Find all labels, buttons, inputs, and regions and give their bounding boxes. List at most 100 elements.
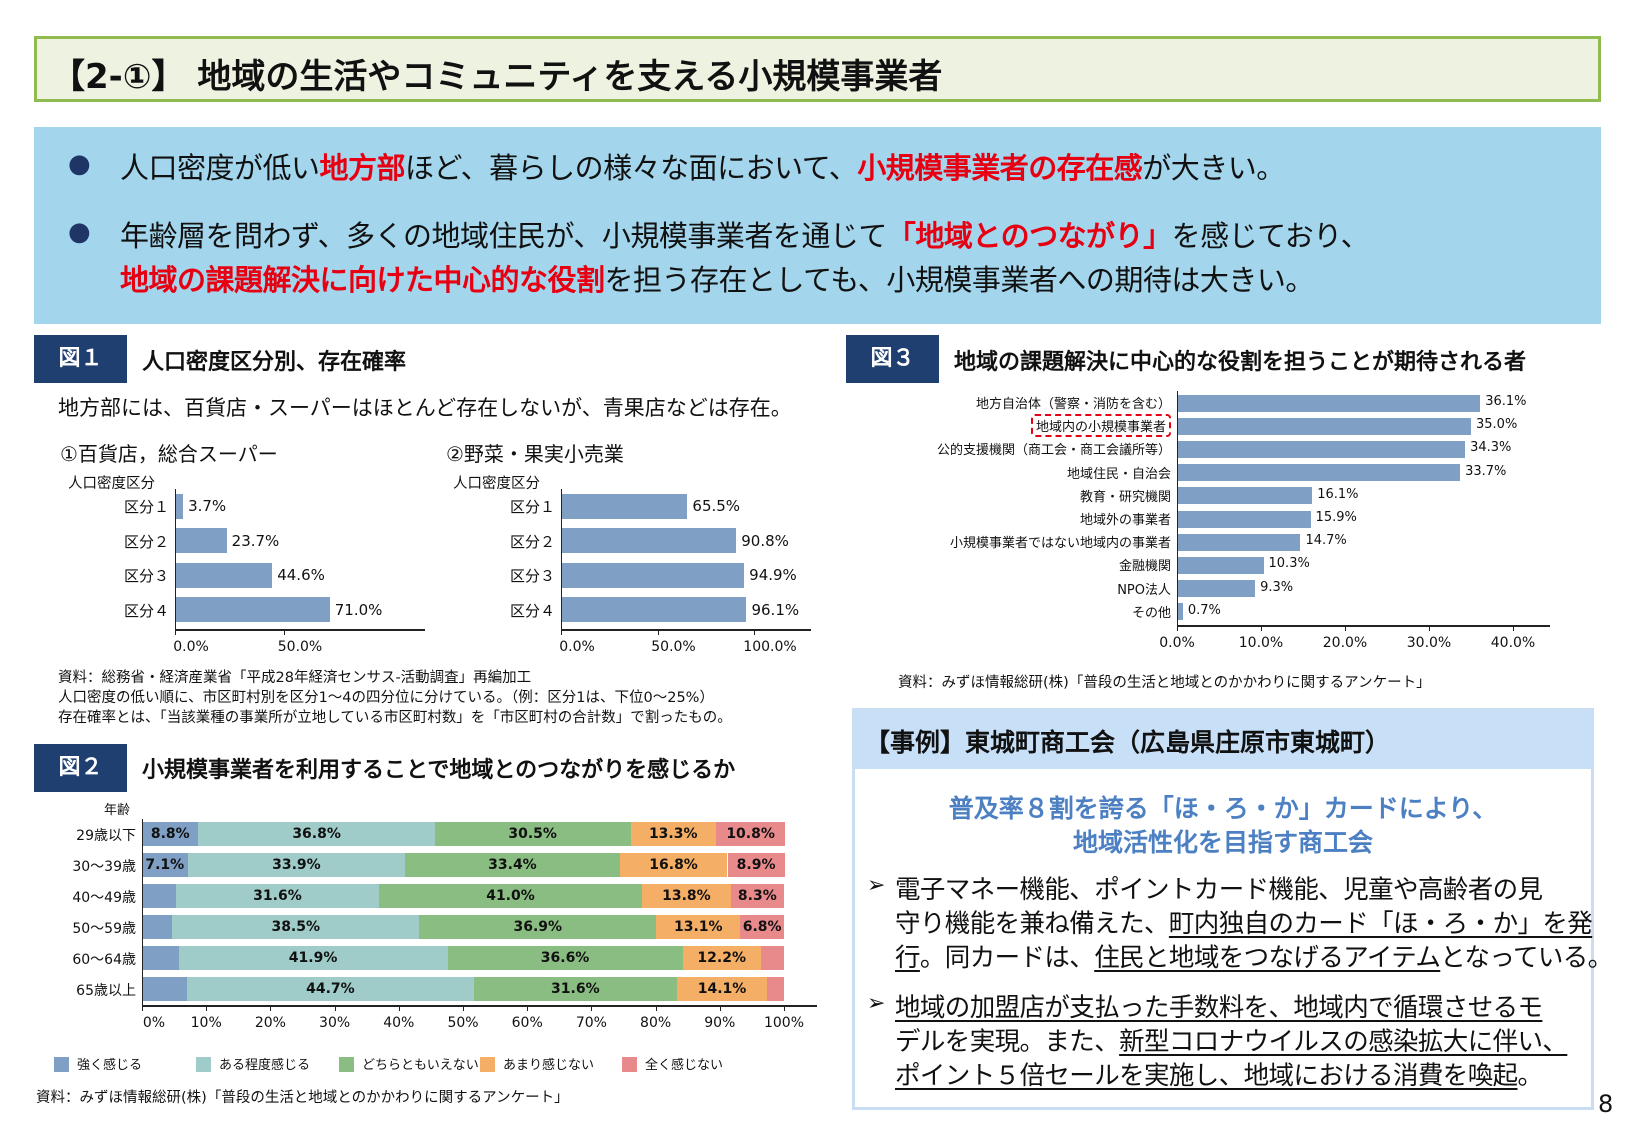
x-tick-label: 0.0% [559, 638, 595, 655]
legend-label: どちらともいえない [362, 1058, 479, 1073]
fig3-label: 図３ [846, 335, 939, 383]
bar-segment [142, 915, 173, 939]
category-label: 公的支援機関（商工会・商工会議所等） [936, 443, 1171, 459]
tick-mark [754, 628, 755, 635]
x-tick-label: 0.0% [1159, 635, 1195, 652]
bar-segment: 36.6% [447, 946, 683, 970]
x-tick-label: 10% [190, 1014, 222, 1031]
legend-swatch [339, 1057, 354, 1072]
bar-segment [142, 884, 177, 908]
x-tick-label: 80% [640, 1014, 672, 1031]
tick-mark [527, 1004, 529, 1011]
legend-swatch [54, 1057, 69, 1072]
category-label: 区分４ [123, 601, 169, 620]
category-label: 区分２ [123, 532, 169, 551]
legend-swatch [480, 1057, 495, 1072]
value-label: 96.1% [751, 600, 800, 619]
bar [1177, 487, 1313, 505]
text-segment: を感じており、 [1171, 219, 1370, 253]
tick-mark [719, 1004, 721, 1011]
text-segment: 。同カードは、 [919, 943, 1095, 973]
tick-mark [1513, 625, 1514, 632]
highlighted-category-label: 地域内の小規模事業者 [1030, 414, 1171, 438]
underlined-text: 住民と地域をつなげるアイテム [1094, 943, 1441, 973]
y-axis-line [1177, 391, 1178, 626]
category-label: 30～39歳 [72, 859, 136, 875]
fig1-note: 存在確率とは、「当該業種の事業所が立地している市区町村数」を「市区町村の合計数」… [58, 710, 732, 726]
summary-line: 地域の課題解決に向けた中心的な役割を担う存在としても、小規模事業者への期待は大き… [120, 257, 1314, 299]
x-tick-label: 40% [383, 1014, 415, 1031]
x-tick-label: 10.0% [1238, 635, 1284, 652]
underlined-text: 行 [895, 943, 921, 973]
highlight-text: 「地域とのつながり」 [886, 219, 1172, 253]
bar [561, 493, 688, 519]
x-tick-label: 60% [511, 1014, 543, 1031]
case-study-box: 【事例】東城町商工会（広島県庄原市東城町） 普及率８割を誇る「ほ・ろ・か」カード… [852, 708, 1613, 1110]
fig3-title: 地域の課題解決に中心的な役割を担うことが期待される者 [954, 350, 1527, 375]
category-label: 小規模事業者ではない地域内の事業者 [949, 536, 1171, 552]
fig1-note: 資料：総務省・経済産業省「平成28年経済センサス-活動調査」再編加工 [58, 670, 532, 686]
x-tick-label: 30% [319, 1014, 351, 1031]
legend-label: ある程度感じる [219, 1058, 311, 1073]
summary-line: 年齢層を問わず、多くの地域住民が、小規模事業者を通じて「地域とのつながり」を感じ… [120, 213, 1370, 255]
text-segment: となっている。 [1440, 943, 1613, 973]
x-tick-label: 50.0% [651, 638, 696, 655]
x-tick-label: 20.0% [1322, 635, 1368, 652]
underlined-text: ポイント５倍セールを実施し、地域における消費を喚起 [895, 1061, 1518, 1091]
bar-segment: 44.7% [186, 977, 474, 1001]
category-label: 区分３ [509, 567, 555, 585]
y-axis-line [175, 488, 176, 629]
x-tick-label: 100% [763, 1014, 805, 1031]
category-label: 区分１ [509, 498, 555, 516]
bar-segment: 41.0% [378, 884, 643, 908]
bar [1177, 533, 1301, 551]
x-tick-label: 90% [704, 1014, 736, 1031]
tick-mark [1345, 625, 1346, 632]
bar-segment: 7.1% [142, 853, 188, 877]
fig2-title: 小規模事業者を利用することで地域とのつながりを感じるか [142, 758, 736, 783]
tick-mark [591, 1004, 593, 1011]
tick-mark [784, 1004, 785, 1011]
value-label: 10.3% [1268, 556, 1310, 572]
bar-segment: 14.1% [676, 977, 768, 1001]
case-line: 守り機能を兼ね備えた、町内独自のカード「ほ・ろ・か」を発 [895, 903, 1593, 940]
legend-item: ある程度感じる [196, 1054, 310, 1073]
case-subtitle: 地域活性化を目指す商工会 [1072, 828, 1373, 857]
text-segment: が大きい。 [1142, 151, 1285, 185]
fig2-label: 図２ [34, 744, 127, 792]
bar-segment: 13.3% [630, 822, 716, 846]
tick-mark [1177, 625, 1178, 632]
legend-label: 強く感じる [77, 1058, 143, 1073]
tick-mark [463, 1004, 464, 1011]
legend-item: どちらともいえない [339, 1054, 479, 1073]
tick-mark [655, 1004, 657, 1011]
bullet-icon: ● [68, 217, 91, 247]
bar [175, 562, 273, 588]
category-label: 29歳以下 [76, 828, 136, 844]
highlight-text: 小規模事業者の存在感 [857, 151, 1143, 185]
tick-mark [284, 628, 285, 635]
legend-item: 強く感じる [54, 1054, 142, 1073]
bar-segment [767, 977, 784, 1001]
category-label: 区分３ [123, 567, 169, 585]
value-label: 36.1% [1485, 394, 1527, 409]
fig1-label: 図１ [34, 335, 127, 383]
y-axis-line [561, 488, 562, 629]
fig1b-title: ②野菜・果実小売業 [446, 442, 624, 466]
value-label: 65.5% [692, 497, 741, 515]
text-segment: 年齢層を問わず、多くの地域住民が、小規模事業者を通じて [120, 219, 887, 253]
category-label: NPO法人 [1117, 582, 1171, 598]
summary-band: ● 人口密度が低い地方部ほど、暮らしの様々な面において、小規模事業者の存在感が大… [34, 127, 1601, 324]
tick-mark [142, 1004, 143, 1011]
value-label: 34.3% [1470, 440, 1512, 456]
value-label: 16.1% [1317, 486, 1359, 502]
category-label: 50～59歳 [72, 921, 136, 937]
summary-line: 人口密度が低い地方部ほど、暮らしの様々な面において、小規模事業者の存在感が大きい… [120, 145, 1285, 187]
x-tick-label: 70% [575, 1014, 607, 1031]
value-label: 33.7% [1465, 463, 1507, 479]
case-header: 【事例】東城町商工会（広島県庄原市東城町） [855, 711, 1591, 769]
bar [1177, 394, 1481, 412]
tick-mark [1261, 625, 1262, 632]
category-label: 地域外の事業者 [1079, 513, 1171, 528]
bar [1177, 440, 1466, 458]
